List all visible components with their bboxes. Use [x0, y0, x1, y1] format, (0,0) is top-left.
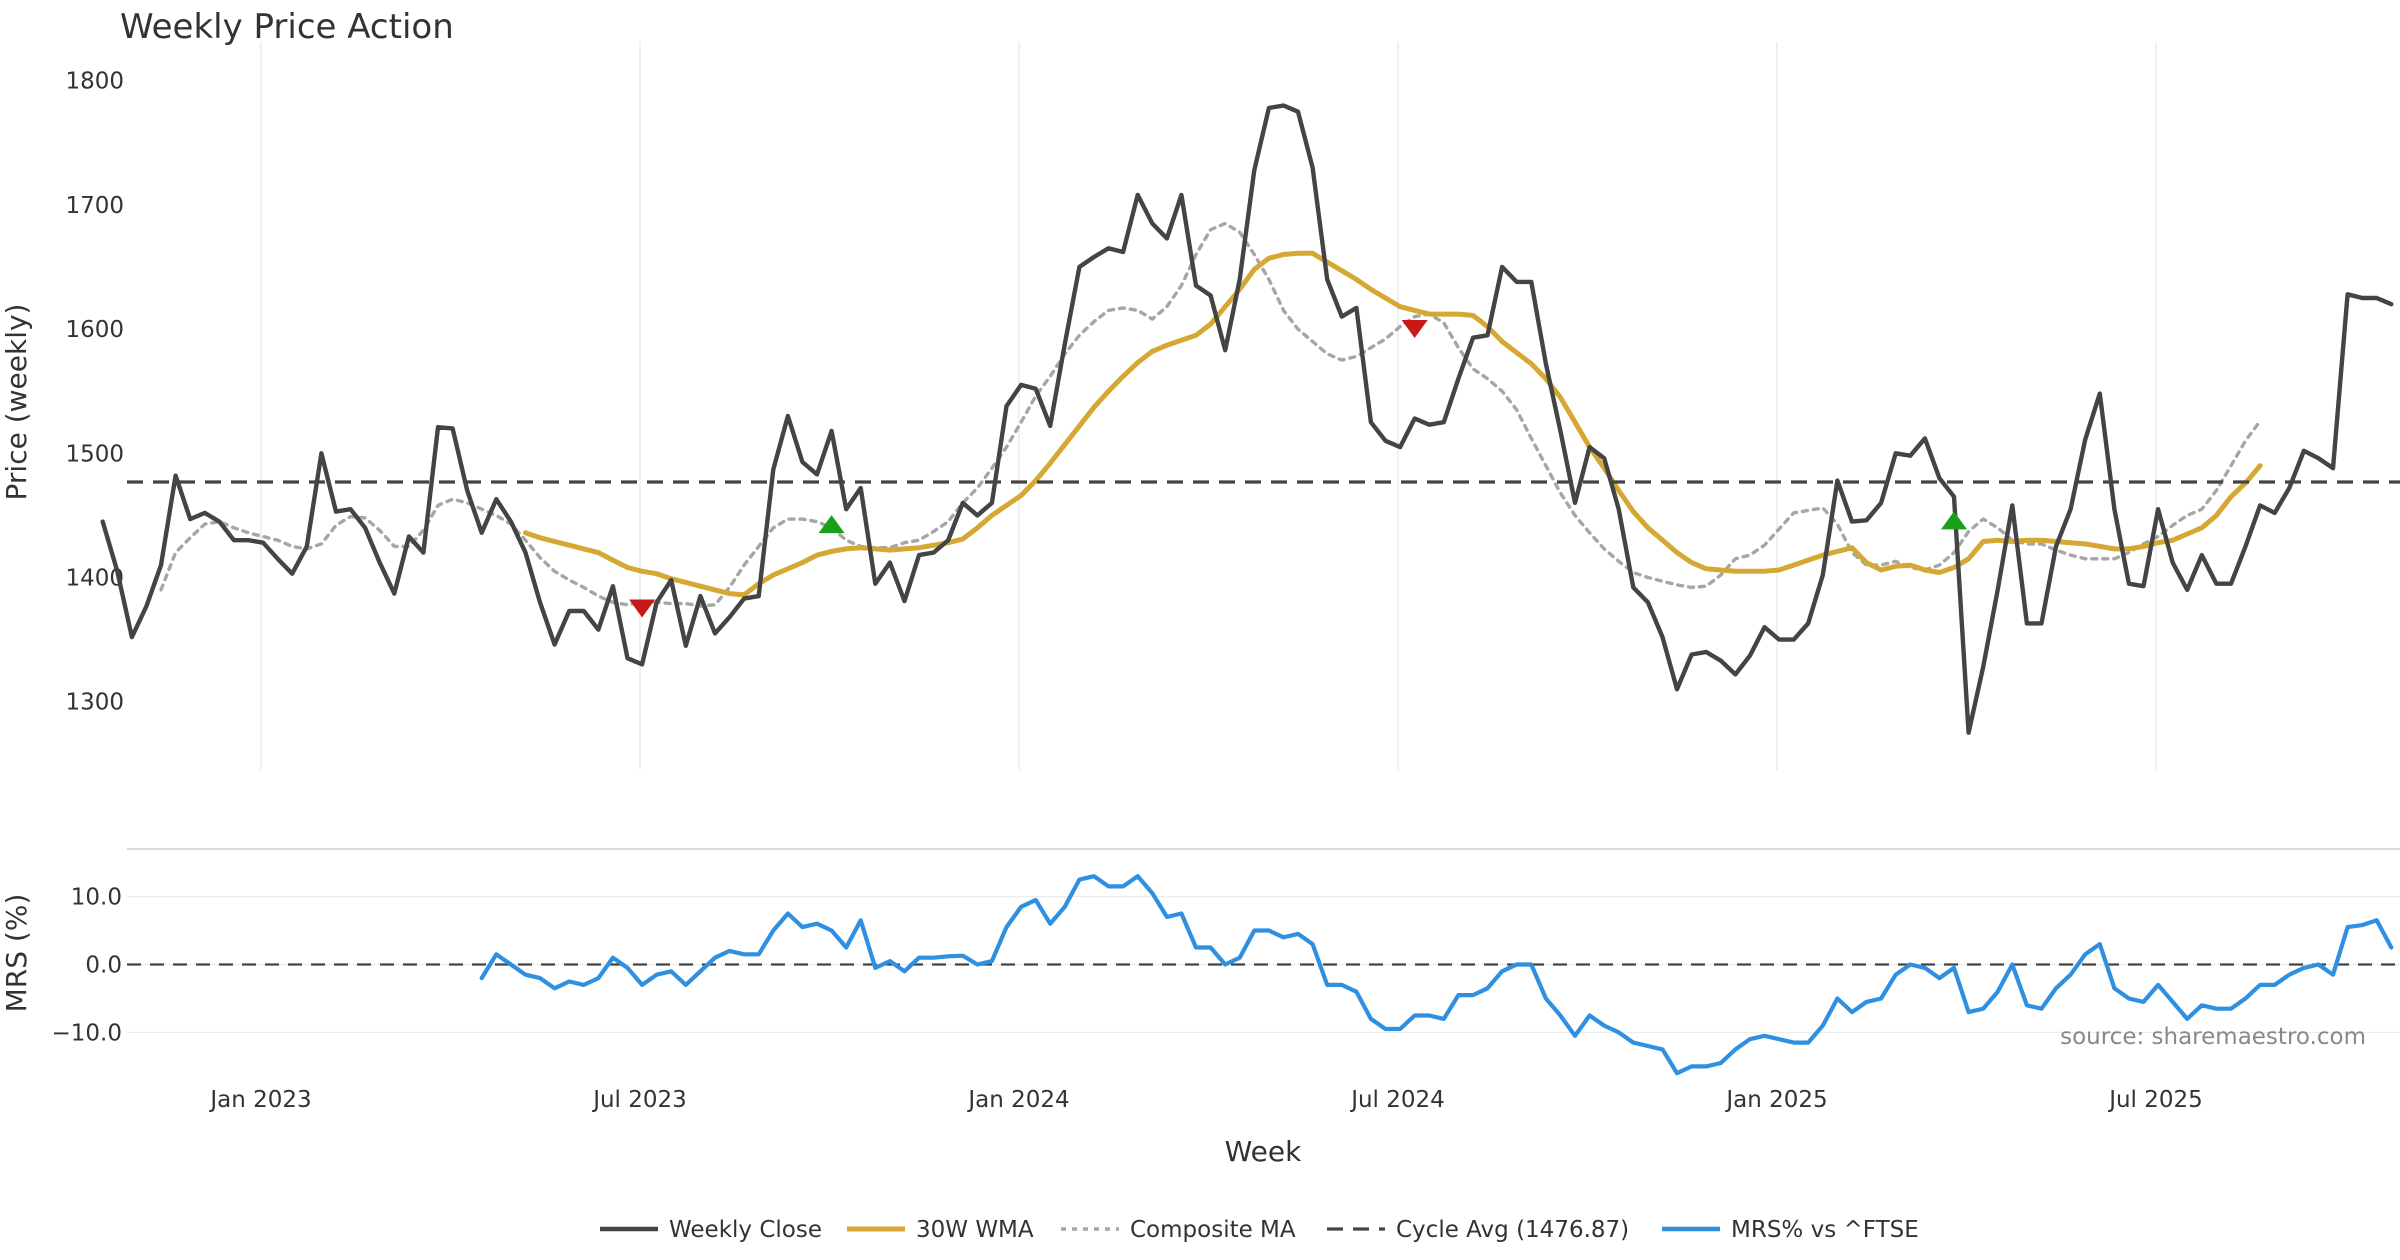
legend-item: Cycle Avg (1476.87): [1327, 1217, 1629, 1243]
legend-item: MRS% vs ^FTSE: [1662, 1217, 1919, 1243]
price-y-tick-label: 1400: [65, 565, 124, 591]
mrs-series: [479, 874, 2394, 1076]
price-y-axis-label: Price (weekly): [0, 304, 33, 501]
legend-label: Weekly Close: [669, 1217, 822, 1243]
mrs-y-tick-label: 0.0: [85, 953, 122, 979]
price-y-tick-label: 1500: [65, 441, 124, 467]
x-axis-ticks: Jan 2023 Jul 2023 Jan 2024 Jul 2024 Jan 2025…: [208, 1087, 2202, 1113]
x-tick-label: Jul 2024: [1349, 1087, 1445, 1113]
legend-label: Composite MA: [1130, 1217, 1296, 1243]
signal-markers: [629, 320, 1968, 618]
price-series: [100, 103, 2400, 735]
x-tick-label: Jul 2023: [591, 1087, 687, 1113]
price-y-ticks: 1300 1400 1500 1600 1700 1800: [65, 69, 124, 716]
x-tick-label: Jul 2025: [2107, 1087, 2203, 1113]
buy-signal-marker: [818, 515, 845, 534]
price-y-tick-label: 1800: [65, 69, 124, 95]
x-tick-label: Jan 2023: [208, 1087, 311, 1113]
x-tick-label: Jan 2024: [966, 1087, 1069, 1113]
x-axis-label: Week: [1225, 1135, 1302, 1168]
mrs-line: [479, 874, 2394, 1076]
chart-title: Weekly Price Action: [120, 7, 454, 47]
source-note: source: sharemaestro.com: [2060, 1024, 2366, 1050]
price-y-tick-label: 1700: [65, 193, 124, 219]
legend-item: Weekly Close: [600, 1217, 822, 1243]
sell-signal-marker: [629, 599, 656, 618]
mrs-y-axis-label: MRS (%): [0, 894, 33, 1013]
sell-signal-marker: [1401, 320, 1428, 339]
x-tick-label: Jan 2025: [1724, 1087, 1827, 1113]
30w-wma-line: [523, 250, 2263, 598]
legend-label: Cycle Avg (1476.87): [1396, 1217, 1629, 1243]
mrs-panel-grid: [127, 895, 2400, 1034]
legend-label: MRS% vs ^FTSE: [1731, 1217, 1919, 1243]
weekly-close-line: [100, 103, 2394, 735]
composite-ma-line: [159, 221, 2262, 608]
legend-item: Composite MA: [1061, 1217, 1296, 1243]
legend-label: 30W WMA: [916, 1217, 1034, 1243]
price-panel-grid: [260, 42, 2157, 770]
mrs-y-tick-label: −10.0: [52, 1020, 122, 1046]
mrs-y-ticks: 10.0 0.0 −10.0: [52, 885, 122, 1047]
legend: Weekly Close 30W WMA Composite MA Cycle Avg…: [600, 1217, 1919, 1243]
price-y-tick-label: 1600: [65, 317, 124, 343]
mrs-y-tick-label: 10.0: [71, 885, 122, 911]
legend-item: 30W WMA: [847, 1217, 1034, 1243]
price-y-tick-label: 1300: [65, 690, 124, 716]
buy-signal-marker: [1941, 511, 1968, 530]
